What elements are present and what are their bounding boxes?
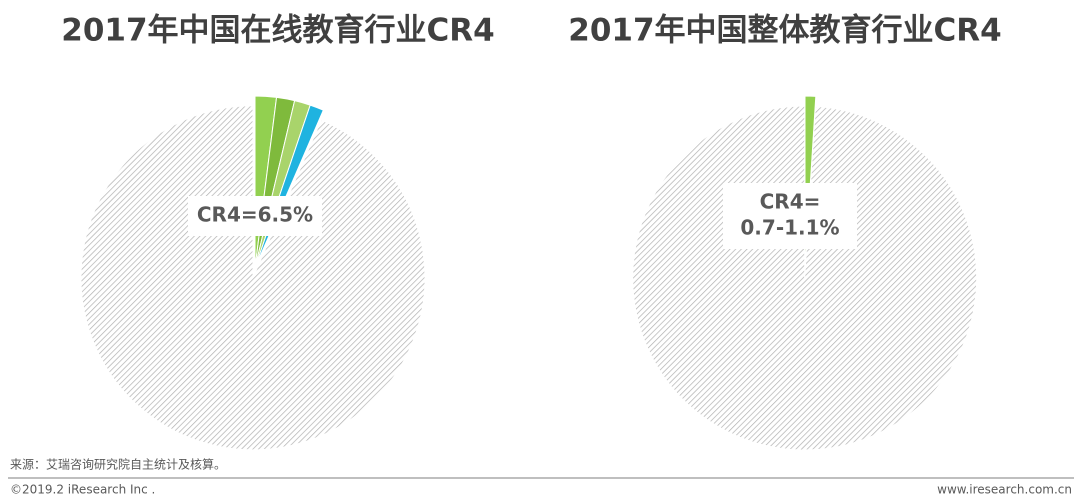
site-url: www.iresearch.com.cn [937,483,1072,497]
source-note: 来源：艾瑞咨询研究院自主统计及核算。 [10,457,226,472]
cr4-label: CR4= [760,190,821,214]
pie-slice [80,105,426,451]
copyright: ©2019.2 iResearch Inc . [10,483,155,497]
label-box [188,196,322,236]
pie-slice [632,105,978,451]
chart-title: 2017年中国整体教育行业CR4 [568,13,1001,49]
cr4-label: CR4=6.5% [197,203,313,227]
label-box [723,183,857,249]
chart-title: 2017年中国在线教育行业CR4 [61,13,494,49]
cr4-label: 0.7-1.1% [740,216,839,240]
